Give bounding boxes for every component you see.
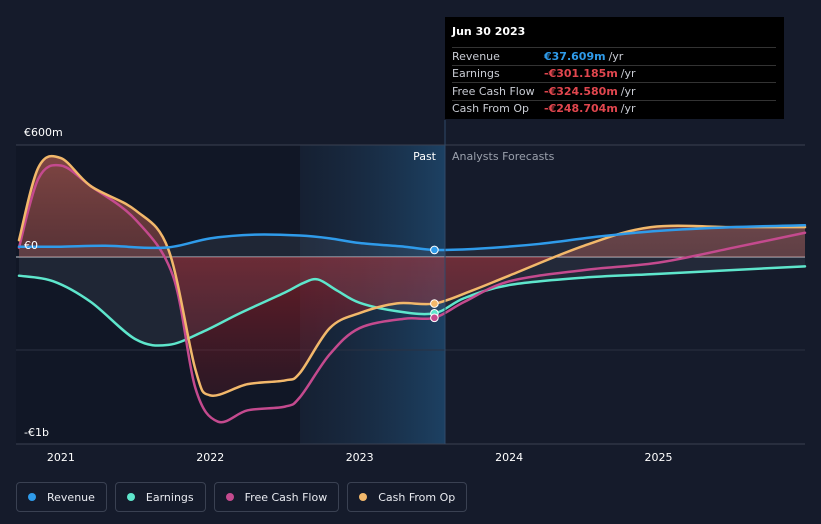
x-tick-label: 2023	[346, 451, 374, 464]
series-line-earnings	[17, 265, 807, 347]
tooltip-value: -€248.704m	[544, 102, 618, 116]
series-line-revenue	[17, 224, 807, 252]
marker-free-cash-flow	[430, 313, 439, 323]
tooltip-date: Jun 30 2023	[452, 25, 526, 38]
tooltip-row: Revenue €37.609m/yr	[452, 47, 776, 65]
x-tick-label: 2021	[47, 451, 75, 464]
x-tick-label: 2024	[495, 451, 523, 464]
x-tick-label: 2022	[196, 451, 224, 464]
legend-label: Cash From Op	[378, 490, 456, 504]
legend-label: Earnings	[145, 490, 194, 504]
marker-cash-from-op	[430, 299, 439, 308]
tooltip-unit: /yr	[620, 102, 636, 116]
series-line-cash-from-op	[17, 154, 807, 397]
legend-item-cash-from-op[interactable]: Cash From Op	[347, 482, 468, 512]
legend-label: Revenue	[47, 490, 95, 504]
tooltip-unit: /yr	[608, 49, 624, 63]
earnings-revenue-area	[18, 225, 805, 346]
tooltip-label: Cash From Op	[452, 102, 530, 116]
legend-item-free-cash-flow[interactable]: Free Cash Flow	[213, 482, 340, 512]
tooltip-label: Earnings	[452, 67, 500, 81]
tooltip-value: -€301.185m	[544, 67, 618, 81]
x-axis-labels: 2021 2022 2023 2024 2025	[47, 451, 673, 464]
y-tick-label: -€1b	[24, 426, 49, 439]
tooltip-value: €37.609m	[544, 49, 606, 63]
forecast-label: Analysts Forecasts	[452, 150, 555, 163]
y-axis-labels: €600m €0 -€1b	[24, 126, 63, 439]
legend-item-earnings[interactable]: Earnings	[114, 482, 206, 512]
marker-revenue	[430, 245, 439, 255]
x-tick-label: 2025	[645, 451, 673, 464]
tooltip-unit: /yr	[620, 67, 636, 81]
legend-label: Free Cash Flow	[244, 490, 328, 504]
legend-dot-icon	[225, 493, 234, 501]
tooltip-label: Revenue	[452, 49, 500, 63]
tooltip-row: Earnings -€301.185m/yr	[452, 64, 776, 83]
tooltip-label: Free Cash Flow	[452, 84, 535, 98]
cash-from-op-negative-area	[18, 257, 805, 396]
y-tick-label: €0	[24, 239, 38, 252]
tooltip: Jun 30 2023 Revenue €37.609m/yr Earnings -€…	[445, 17, 784, 119]
y-tick-label: €600m	[24, 126, 63, 139]
tooltip-row: Cash From Op -€248.704m/yr	[452, 99, 776, 118]
past-label: Past	[413, 150, 437, 163]
legend-dot-icon	[359, 493, 368, 501]
legend-dot-icon	[126, 493, 135, 501]
legend-item-revenue[interactable]: Revenue	[16, 482, 107, 512]
highlight-markers	[430, 245, 439, 323]
series-line-free-cash-flow	[17, 163, 807, 424]
legend: Revenue Earnings Free Cash Flow Cash From O…	[16, 482, 468, 512]
tooltip-row: Free Cash Flow -€324.580m/yr	[452, 82, 776, 100]
series-lines	[17, 154, 807, 424]
legend-dot-icon	[28, 493, 36, 501]
tooltip-unit: /yr	[620, 84, 636, 98]
tooltip-value: -€324.580m	[544, 84, 618, 98]
